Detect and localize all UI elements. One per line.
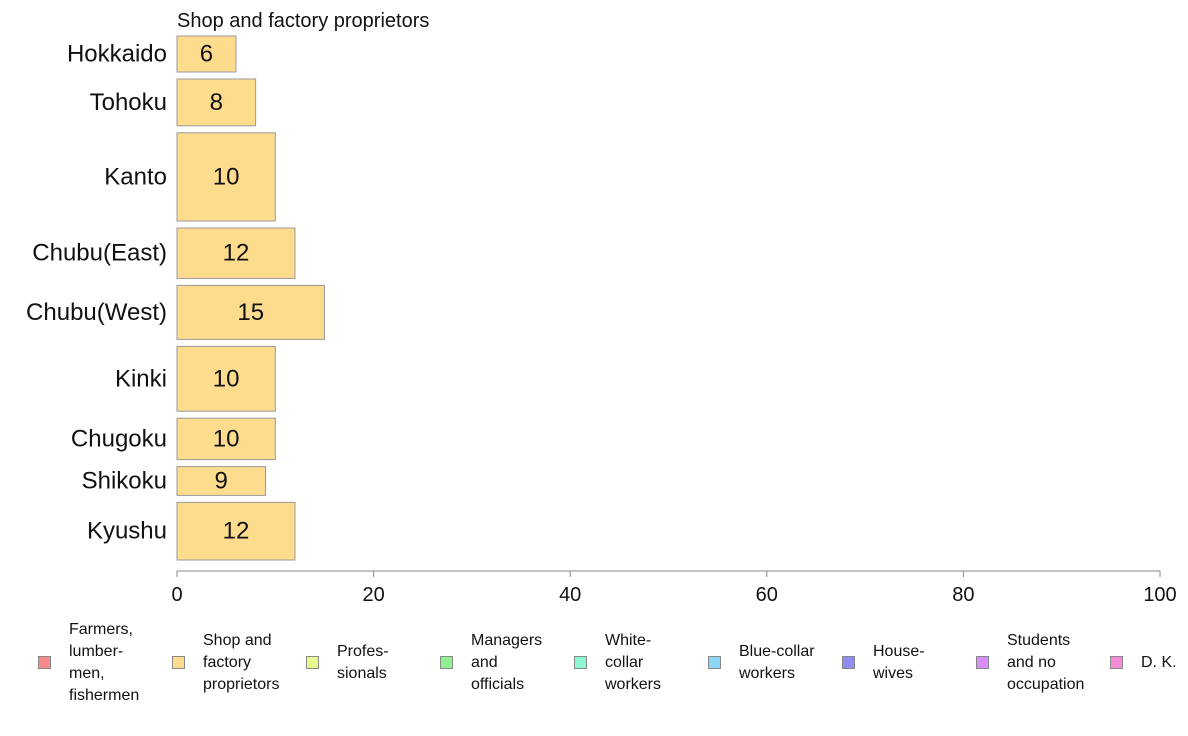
legend-item: Blue-collar workers bbox=[708, 620, 815, 685]
category-label: Chubu(West) bbox=[26, 299, 167, 326]
bar-value-label: 9 bbox=[215, 468, 228, 495]
legend-item: D. K. bbox=[1110, 620, 1177, 674]
bar-kyushu bbox=[176, 501, 296, 561]
legend-label: Profes- sionals bbox=[337, 643, 389, 682]
x-tick-label: 20 bbox=[362, 584, 384, 606]
legend-label: Managers and officials bbox=[471, 632, 543, 693]
bar-kinki bbox=[176, 345, 276, 412]
chart-title: Shop and factory proprietors bbox=[177, 10, 429, 32]
bar-shikoku bbox=[176, 466, 266, 496]
bar-value-label: 8 bbox=[210, 89, 223, 116]
legend-label: D. K. bbox=[1141, 654, 1177, 671]
legend-item: Managers and officials bbox=[440, 620, 542, 696]
legend-item: Shop and factory proprietors bbox=[172, 620, 279, 696]
legend: Farmers, lumber- men, fishermen Shop and … bbox=[38, 620, 1188, 730]
category-label: Kyushu bbox=[87, 518, 167, 545]
bar-value-label: 10 bbox=[213, 365, 240, 392]
category-label: Kinki bbox=[115, 365, 167, 392]
legend-label: Blue-collar workers bbox=[739, 643, 815, 682]
bar-hokkaido bbox=[176, 35, 237, 73]
bar-value-label: 12 bbox=[223, 240, 250, 267]
legend-swatch bbox=[842, 656, 855, 669]
legend-swatch bbox=[306, 656, 319, 669]
bar-value-label: 10 bbox=[213, 425, 240, 452]
x-tick-label: 100 bbox=[1143, 584, 1176, 606]
legend-swatch bbox=[708, 656, 721, 669]
x-tick-label: 0 bbox=[171, 584, 182, 606]
x-tick-label: 60 bbox=[756, 584, 778, 606]
category-label: Tohoku bbox=[90, 89, 167, 116]
x-tick-label: 40 bbox=[559, 584, 581, 606]
legend-item: House- wives bbox=[842, 620, 925, 685]
bar-value-label: 6 bbox=[200, 41, 213, 68]
category-label: Kanto bbox=[104, 163, 167, 190]
legend-swatch bbox=[574, 656, 587, 669]
legend-swatch bbox=[440, 656, 453, 669]
legend-item: White- collar workers bbox=[574, 620, 661, 696]
legend-label: White- collar workers bbox=[605, 632, 662, 693]
legend-label: Students and no occupation bbox=[1007, 632, 1085, 693]
legend-item: Profes- sionals bbox=[306, 620, 389, 685]
legend-label: Shop and factory proprietors bbox=[203, 632, 280, 693]
category-label: Chugoku bbox=[71, 425, 167, 452]
bar-chugoku bbox=[176, 417, 276, 461]
bar-chubu-west bbox=[176, 284, 325, 340]
legend-swatch bbox=[172, 656, 185, 669]
legend-swatch bbox=[976, 656, 989, 669]
category-label: Chubu(East) bbox=[32, 240, 167, 267]
legend-item: Students and no occupation bbox=[976, 620, 1084, 696]
x-tick-label: 80 bbox=[952, 584, 974, 606]
legend-swatch bbox=[38, 656, 51, 669]
bar-chubu-east bbox=[176, 227, 296, 279]
category-label: Shikoku bbox=[82, 468, 167, 495]
bar-tohoku bbox=[176, 78, 257, 127]
legend-label: Farmers, lumber- men, fishermen bbox=[69, 621, 140, 704]
bar-value-label: 15 bbox=[237, 299, 264, 326]
bar-value-label: 12 bbox=[223, 518, 250, 545]
category-label: Hokkaido bbox=[67, 41, 167, 68]
chart: Shop and factory proprietors 6 Hokkaido 8 T… bbox=[26, 10, 1177, 606]
legend-label: House- wives bbox=[873, 643, 925, 682]
legend-item: Farmers, lumber- men, fishermen bbox=[38, 620, 139, 707]
bar-kanto bbox=[176, 132, 276, 222]
legend-swatch bbox=[1110, 656, 1123, 669]
bar-value-label: 10 bbox=[213, 163, 240, 190]
